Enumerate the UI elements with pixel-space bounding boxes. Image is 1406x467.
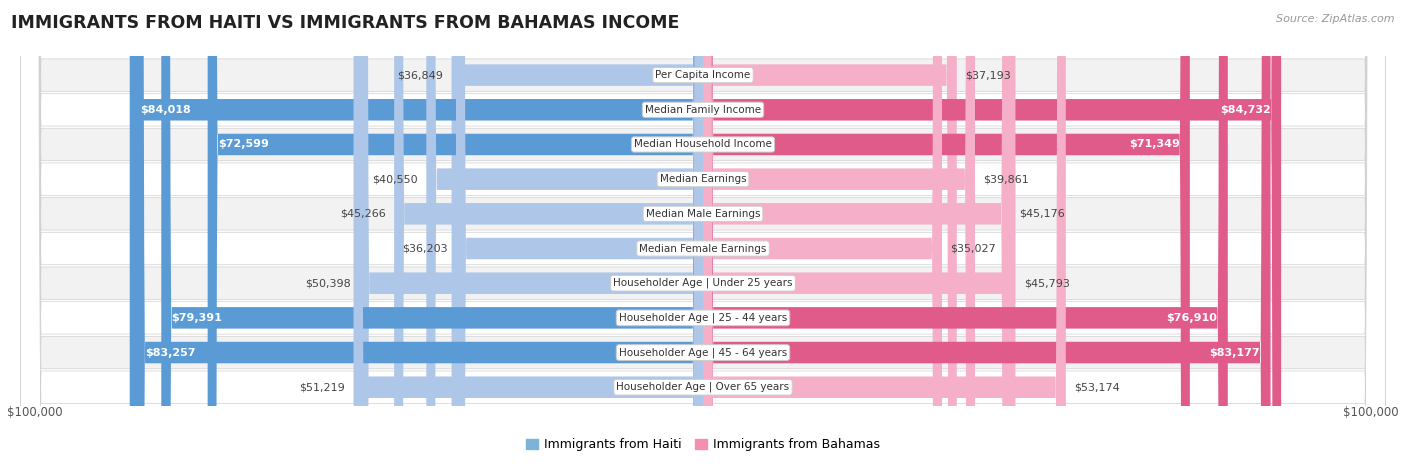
FancyBboxPatch shape [703, 0, 1271, 467]
Text: $45,793: $45,793 [1024, 278, 1070, 288]
Legend: Immigrants from Haiti, Immigrants from Bahamas: Immigrants from Haiti, Immigrants from B… [520, 433, 886, 456]
Text: $100,000: $100,000 [1343, 406, 1399, 419]
FancyBboxPatch shape [703, 0, 956, 467]
FancyBboxPatch shape [451, 0, 703, 467]
FancyBboxPatch shape [21, 0, 1385, 467]
FancyBboxPatch shape [129, 0, 703, 467]
Text: $36,203: $36,203 [402, 243, 447, 254]
Text: $83,177: $83,177 [1209, 347, 1260, 358]
Text: $36,849: $36,849 [398, 70, 443, 80]
Text: $35,027: $35,027 [950, 243, 995, 254]
Text: Median Family Income: Median Family Income [645, 105, 761, 115]
FancyBboxPatch shape [703, 0, 974, 467]
FancyBboxPatch shape [21, 0, 1385, 467]
Text: Median Female Earnings: Median Female Earnings [640, 243, 766, 254]
FancyBboxPatch shape [703, 0, 1066, 467]
Text: IMMIGRANTS FROM HAITI VS IMMIGRANTS FROM BAHAMAS INCOME: IMMIGRANTS FROM HAITI VS IMMIGRANTS FROM… [11, 14, 679, 32]
FancyBboxPatch shape [426, 0, 703, 467]
FancyBboxPatch shape [703, 0, 1011, 467]
FancyBboxPatch shape [703, 0, 1227, 467]
Text: Householder Age | Under 25 years: Householder Age | Under 25 years [613, 278, 793, 289]
Text: Householder Age | 45 - 64 years: Householder Age | 45 - 64 years [619, 347, 787, 358]
FancyBboxPatch shape [703, 0, 1015, 467]
Text: $79,391: $79,391 [172, 313, 222, 323]
Text: Per Capita Income: Per Capita Income [655, 70, 751, 80]
Text: $40,550: $40,550 [373, 174, 418, 184]
Text: $71,349: $71,349 [1129, 140, 1180, 149]
FancyBboxPatch shape [359, 0, 703, 467]
FancyBboxPatch shape [394, 0, 703, 467]
Text: Median Household Income: Median Household Income [634, 140, 772, 149]
Text: $50,398: $50,398 [305, 278, 352, 288]
FancyBboxPatch shape [456, 0, 703, 467]
FancyBboxPatch shape [162, 0, 703, 467]
Text: $84,732: $84,732 [1220, 105, 1271, 115]
Text: Householder Age | Over 65 years: Householder Age | Over 65 years [616, 382, 790, 392]
Text: $39,861: $39,861 [983, 174, 1029, 184]
Text: $83,257: $83,257 [145, 347, 195, 358]
Text: $51,219: $51,219 [299, 382, 346, 392]
FancyBboxPatch shape [208, 0, 703, 467]
Text: $45,266: $45,266 [340, 209, 387, 219]
Text: Median Earnings: Median Earnings [659, 174, 747, 184]
FancyBboxPatch shape [21, 0, 1385, 467]
Text: Source: ZipAtlas.com: Source: ZipAtlas.com [1277, 14, 1395, 24]
FancyBboxPatch shape [703, 0, 1189, 467]
FancyBboxPatch shape [703, 0, 1281, 467]
FancyBboxPatch shape [21, 0, 1385, 467]
FancyBboxPatch shape [353, 0, 703, 467]
FancyBboxPatch shape [21, 0, 1385, 467]
Text: $100,000: $100,000 [7, 406, 63, 419]
Text: Median Male Earnings: Median Male Earnings [645, 209, 761, 219]
FancyBboxPatch shape [21, 0, 1385, 467]
Text: Householder Age | 25 - 44 years: Householder Age | 25 - 44 years [619, 312, 787, 323]
Text: $76,910: $76,910 [1167, 313, 1218, 323]
FancyBboxPatch shape [21, 0, 1385, 467]
Text: $84,018: $84,018 [141, 105, 191, 115]
FancyBboxPatch shape [703, 0, 942, 467]
FancyBboxPatch shape [21, 0, 1385, 467]
FancyBboxPatch shape [21, 0, 1385, 467]
Text: $53,174: $53,174 [1074, 382, 1119, 392]
FancyBboxPatch shape [21, 0, 1385, 467]
Text: $45,176: $45,176 [1019, 209, 1066, 219]
Text: $72,599: $72,599 [218, 140, 269, 149]
FancyBboxPatch shape [135, 0, 703, 467]
Text: $37,193: $37,193 [965, 70, 1011, 80]
